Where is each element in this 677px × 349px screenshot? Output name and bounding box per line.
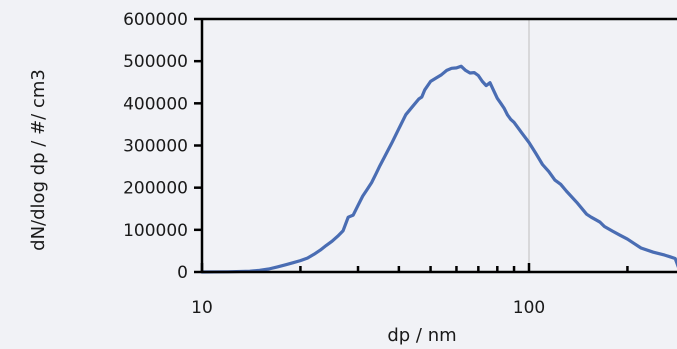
- y-tick-labels: 0 100000 200000 300000 400000 500000 600000: [123, 10, 188, 283]
- x-tick-label: 100: [513, 298, 545, 318]
- y-axis-title: dN/dlog dp / #/ cm3: [28, 69, 49, 251]
- x-tick-labels: 10 100: [191, 298, 545, 318]
- plot-area: [202, 19, 677, 272]
- x-tick-label: 10: [191, 298, 213, 318]
- series-layer: [200, 64, 677, 274]
- series-line: [200, 64, 677, 274]
- y-tick-label: 100000: [123, 221, 188, 241]
- grid-layer: [202, 19, 677, 272]
- x-axis-title: dp / nm: [387, 325, 456, 346]
- y-tick-label: 300000: [123, 137, 188, 157]
- axis-layer: [194, 17, 677, 274]
- y-tick-label: 400000: [123, 94, 188, 114]
- y-tick-label: 500000: [123, 52, 188, 72]
- y-tick-label: 600000: [123, 10, 188, 30]
- y-tick-label: 0: [177, 263, 188, 283]
- y-tick-label: 200000: [123, 179, 188, 199]
